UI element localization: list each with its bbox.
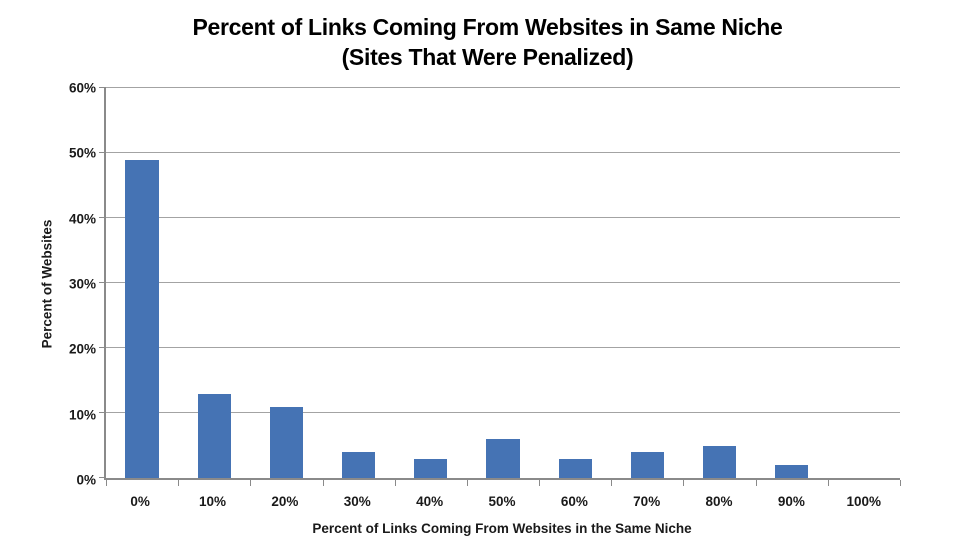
bar-slot (611, 88, 683, 478)
bar-80pct (702, 445, 737, 478)
y-axis-tick (99, 87, 106, 88)
gridline (106, 152, 900, 153)
y-axis-tick-label: 10% (68, 407, 96, 423)
y-axis-tick (99, 152, 106, 153)
x-axis-tick (683, 480, 685, 486)
bar-0pct (125, 159, 159, 478)
bar-70pct (630, 452, 664, 478)
y-axis-tick (99, 412, 106, 414)
chart-title: Percent of Links Coming From Websites in… (0, 12, 975, 72)
x-axis-tick (178, 480, 180, 486)
bar-slot (828, 88, 900, 478)
x-axis-tick-label: 10% (199, 494, 227, 509)
x-axis-tick-label: 90% (777, 494, 805, 509)
y-axis-tick-labels: 0% 10% 20% 30% 40% 50% 60% (0, 81, 96, 488)
bar-series (106, 88, 900, 478)
bar-slot (106, 88, 178, 478)
chart-title-line2: (Sites That Were Penalized) (341, 44, 634, 70)
x-axis-tick (250, 480, 252, 486)
x-axis-tick (394, 480, 396, 486)
x-axis-tick-label: 60% (560, 494, 588, 509)
bar-20pct (269, 406, 304, 478)
bar-50pct (486, 439, 520, 478)
bar-slot (395, 88, 467, 478)
x-axis-tick (539, 480, 541, 486)
x-axis-tick (106, 480, 107, 486)
y-axis-tick (99, 217, 106, 219)
y-axis-tick-label: 40% (68, 211, 96, 227)
x-axis-tick-label: 20% (271, 494, 299, 509)
x-axis-tick (322, 480, 324, 486)
bar-30pct (342, 452, 376, 478)
gridline (106, 347, 900, 349)
y-axis-tick-label: 20% (68, 341, 96, 357)
y-axis-tick (99, 282, 106, 283)
x-axis-tick (466, 480, 468, 486)
y-axis-tick-label: 30% (68, 276, 96, 292)
y-axis-tick (99, 347, 106, 349)
x-axis-tick-label: 0% (130, 494, 150, 509)
x-axis-tick (900, 480, 901, 486)
x-axis-tick-labels: 0% 10% 20% 30% 40% 50% 60% 70% 80% 90% 100% (104, 494, 900, 509)
x-axis-tick-label: 40% (416, 494, 444, 509)
bar-slot (756, 88, 828, 478)
bar-slot (467, 88, 539, 478)
x-axis-tick-label: 50% (488, 494, 516, 509)
y-axis-tick-label: 50% (68, 145, 96, 161)
bar-slot (178, 88, 250, 478)
plot-area (99, 87, 901, 486)
x-axis-tick-label: 80% (705, 494, 733, 509)
x-axis-tick-label: 30% (343, 494, 371, 509)
bar-slot (250, 88, 322, 478)
gridline (106, 87, 900, 88)
x-axis-title: Percent of Links Coming From Websites in… (312, 521, 692, 536)
bar-90pct (775, 465, 809, 478)
gridline (106, 282, 900, 283)
bar-60pct (558, 458, 592, 478)
bar-10pct (197, 393, 231, 478)
y-axis-tick-label: 60% (68, 80, 96, 96)
y-axis-tick (99, 477, 106, 478)
chart-title-line1: Percent of Links Coming From Websites in… (192, 14, 783, 40)
gridline (106, 412, 900, 414)
bar-slot (684, 88, 756, 478)
bar-slot (323, 88, 395, 478)
x-axis-tick-label: 100% (846, 494, 882, 509)
bar-slot (539, 88, 611, 478)
y-axis-tick-label: 0% (76, 472, 96, 488)
x-axis-tick (611, 480, 613, 486)
x-axis-tick (755, 480, 757, 486)
x-axis-tick (827, 480, 829, 486)
bar-40pct (414, 458, 448, 478)
x-axis-tick-label: 70% (633, 494, 661, 509)
gridline (106, 217, 900, 219)
